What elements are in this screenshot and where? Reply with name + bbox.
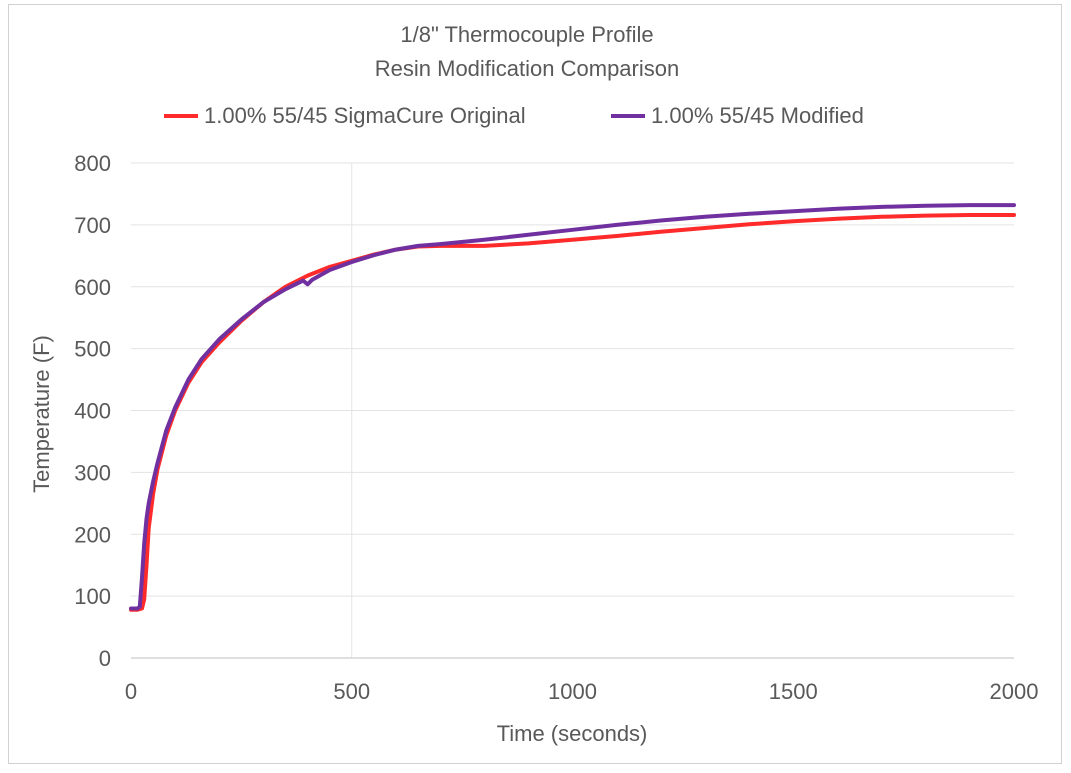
series-line-modified — [129, 203, 1016, 611]
x-tick-label: 500 — [333, 679, 370, 704]
y-tick-label: 600 — [74, 275, 111, 300]
y-tick-label: 800 — [74, 151, 111, 176]
y-tick-label: 400 — [74, 399, 111, 424]
legend-label-modified: 1.00% 55/45 Modified — [651, 103, 864, 128]
y-tick-label: 200 — [74, 522, 111, 547]
x-tick-label: 1000 — [548, 679, 597, 704]
x-tick-label: 0 — [125, 679, 137, 704]
y-tick-label: 300 — [74, 460, 111, 485]
y-tick-label: 700 — [74, 213, 111, 238]
x-axis-title: Time (seconds) — [497, 721, 648, 746]
chart-title: 1/8" Thermocouple Profile — [400, 22, 653, 47]
x-tick-label: 2000 — [990, 679, 1039, 704]
x-axis-ticks: 0 500 1000 1500 2000 — [125, 679, 1039, 704]
line-chart: 1/8" Thermocouple Profile Resin Modifica… — [29, 22, 1039, 746]
chart-subtitle: Resin Modification Comparison — [375, 56, 679, 81]
y-tick-label: 500 — [74, 337, 111, 362]
chart-frame: 1/8" Thermocouple Profile Resin Modifica… — [8, 4, 1062, 764]
gridlines — [131, 162, 1014, 659]
legend: 1.00% 55/45 SigmaCure Original 1.00% 55/… — [164, 103, 864, 128]
x-tick-label: 1500 — [769, 679, 818, 704]
series-line-original — [129, 213, 1016, 612]
series-lines — [129, 203, 1016, 612]
y-tick-label: 100 — [74, 584, 111, 609]
legend-label-original: 1.00% 55/45 SigmaCure Original — [204, 103, 526, 128]
y-tick-label: 0 — [99, 646, 111, 671]
y-axis-title: Temperature (F) — [29, 335, 54, 493]
y-axis-ticks: 0 100 200 300 400 500 600 700 800 — [74, 151, 111, 671]
